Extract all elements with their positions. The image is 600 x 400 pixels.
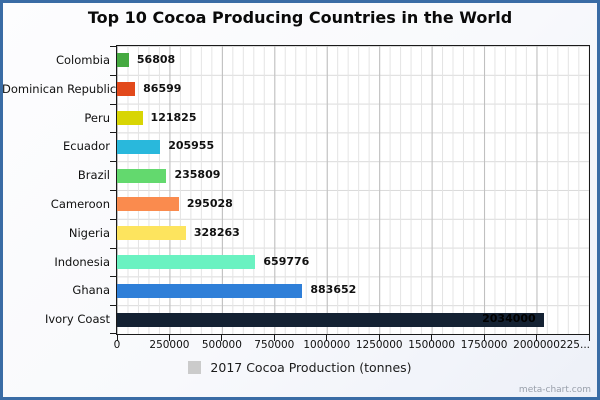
category-label-ghana: Ghana	[72, 283, 110, 298]
bars-container: 56808 86599 121825 205955 235809 295028 328263…	[117, 46, 589, 334]
x-axis-tick	[273, 335, 275, 341]
y-axis-tick	[110, 161, 116, 163]
bar-peru	[117, 111, 143, 125]
x-axis-tick	[326, 335, 328, 341]
bar-brazil	[117, 168, 167, 183]
category-label-colombia: Colombia	[55, 53, 110, 67]
y-axis-tick	[110, 247, 116, 249]
x-axis-label: 750000	[254, 339, 295, 351]
category-label-brazil: Brazil	[77, 168, 110, 183]
x-axis-label: 2000000	[513, 339, 560, 351]
y-axis-tick	[110, 218, 116, 220]
y-axis-tick	[110, 333, 116, 334]
y-axis-tick	[110, 276, 116, 278]
x-axis-tick	[536, 335, 538, 341]
x-axis-tick	[588, 335, 590, 341]
x-axis-label: 1250000	[355, 339, 403, 351]
value-label-indonesia: 659776	[263, 254, 310, 268]
bar-ecuador	[117, 139, 161, 154]
x-axis-tick	[378, 335, 380, 341]
bar-ivory-coast	[117, 312, 544, 327]
category-label-cameroon: Cameroon	[50, 197, 110, 211]
y-axis-tick	[110, 103, 116, 105]
x-axis-tick	[221, 335, 223, 341]
bar-colombia	[117, 53, 129, 68]
x-axis-tick	[168, 335, 170, 341]
y-axis-tick	[110, 305, 116, 307]
legend: 2017 Cocoa Production (tonnes)	[0, 360, 600, 375]
category-label-ivory-coast: Ivory Coast	[44, 312, 110, 327]
category-label-peru: Peru	[84, 110, 110, 125]
bar-cameroon	[117, 197, 179, 212]
x-axis-label: 0	[113, 339, 121, 351]
bar-nigeria	[117, 226, 186, 241]
value-label-dominican-republic: 86599	[143, 81, 182, 95]
value-label-peru: 121825	[150, 110, 197, 124]
legend-swatch-icon	[188, 361, 202, 374]
value-label-colombia: 56808	[136, 53, 176, 66]
category-label-nigeria: Nigeria	[68, 225, 110, 240]
value-label-nigeria: 328263	[193, 225, 240, 239]
x-axis-tick	[431, 335, 433, 341]
x-axis-label: 225...	[559, 339, 590, 351]
category-label-ecuador: Ecuador	[63, 139, 110, 154]
x-axis-tick	[116, 335, 118, 341]
value-label-ivory-coast: 2034000	[482, 312, 536, 326]
value-label-brazil: 235809	[174, 168, 221, 182]
y-axis-tick	[110, 46, 116, 47]
value-label-ecuador: 205955	[168, 139, 215, 153]
legend-label: 2017 Cocoa Production (tonnes)	[210, 360, 412, 375]
x-axis-label: 250000	[149, 339, 190, 351]
x-axis-label: 1500000	[408, 339, 456, 351]
x-axis-label: 1000000	[303, 339, 351, 351]
y-axis-tick	[110, 132, 116, 134]
value-label-cameroon: 295028	[186, 197, 233, 210]
watermark: meta-chart.com	[518, 385, 591, 395]
y-axis-tick	[110, 74, 116, 76]
x-axis-tick	[483, 335, 485, 341]
y-axis-tick	[110, 190, 116, 191]
bar-indonesia	[117, 255, 256, 269]
chart-title: Top 10 Cocoa Producing Countries in the …	[87, 8, 513, 27]
x-axis-label: 500000	[201, 339, 242, 351]
bar-ghana	[117, 283, 303, 298]
category-label-dominican-republic: Dominican Republic	[2, 81, 117, 96]
x-axis-label: 1750000	[460, 339, 508, 351]
category-label-indonesia: Indonesia	[54, 254, 110, 269]
value-label-ghana: 883652	[310, 283, 357, 297]
plot-area: 56808 86599 121825 205955 235809 295028 328263…	[116, 45, 590, 335]
bar-dominican-republic	[117, 82, 136, 97]
